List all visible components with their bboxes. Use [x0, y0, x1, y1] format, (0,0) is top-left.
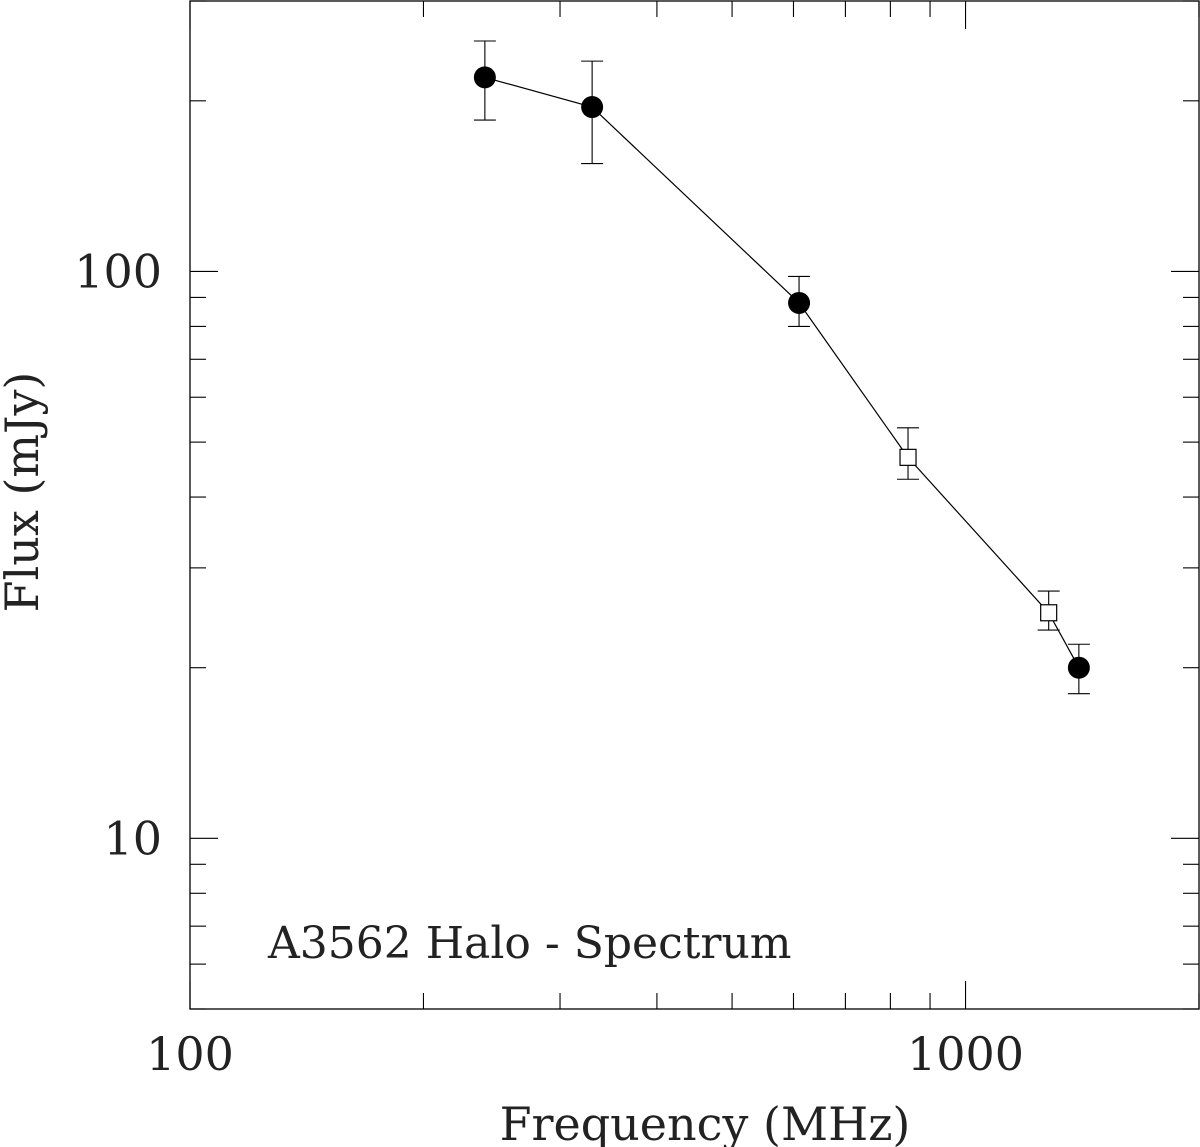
data-point-circle	[581, 96, 604, 119]
connecting-line-group	[484, 76, 1080, 668]
spectrum-line	[484, 76, 1080, 668]
data-points	[473, 66, 1090, 679]
data-point-circle	[473, 66, 496, 89]
plot-frame	[189, 0, 1200, 1010]
data-point-square	[1040, 604, 1058, 622]
data-point-square	[899, 448, 917, 466]
x-axis-label: Frequency (MHz)	[500, 1097, 911, 1147]
y-tick-label: 10	[103, 811, 162, 865]
x-tick-label: 1000	[907, 1027, 1024, 1081]
x-tick-label: 100	[146, 1027, 234, 1081]
data-point-circle	[1067, 656, 1090, 679]
y-tick-label: 100	[74, 244, 162, 298]
tick-labels: 100 1000 10 100	[74, 244, 1024, 1081]
data-point-circle	[788, 291, 811, 314]
chart-annotation: A3562 Halo - Spectrum	[267, 918, 792, 969]
error-bars	[473, 40, 1090, 695]
axis-ticks	[189, 0, 1200, 1010]
y-axis-label: Flux (mJy)	[0, 372, 49, 613]
